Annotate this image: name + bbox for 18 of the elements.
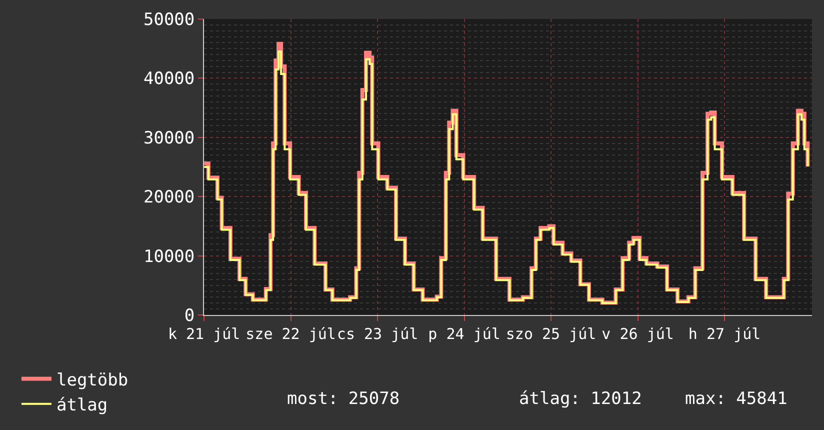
y-tick-label: 10000 xyxy=(143,246,195,267)
x-tick-label: p 24 júl xyxy=(428,325,500,343)
text: max: 45841 xyxy=(685,389,788,409)
text: átlag: 12012 xyxy=(519,389,642,409)
y-tick-label: 0 xyxy=(184,306,195,326)
y-tick-label: 50000 xyxy=(143,10,195,30)
y-tick-label: 40000 xyxy=(143,69,195,90)
x-tick-label: cs 23 júl xyxy=(336,325,418,343)
x-tick-label: sze 22 júl xyxy=(246,325,336,343)
text: most: 25078 xyxy=(287,389,400,409)
legend-label: legtöbb xyxy=(56,370,128,390)
legend-label: átlag xyxy=(56,395,108,416)
x-tick-label: szo 25 júl xyxy=(506,325,596,343)
y-tick-label: 30000 xyxy=(143,128,195,148)
y-tick-label: 20000 xyxy=(143,188,195,208)
x-tick-label: v 26 júl xyxy=(602,325,674,343)
x-tick-label: k 21 júl xyxy=(168,325,240,343)
x-tick-label: h 27 júl xyxy=(688,325,761,343)
